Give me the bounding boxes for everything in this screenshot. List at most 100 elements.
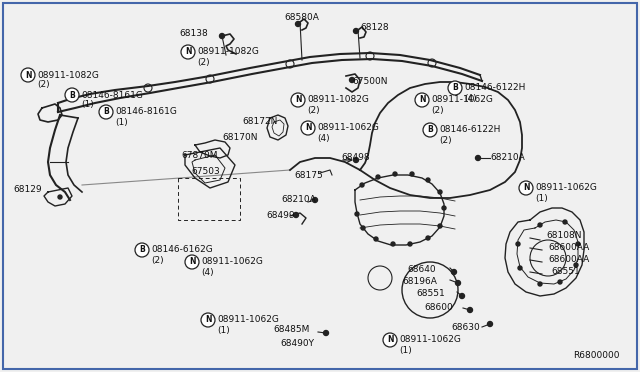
Text: 68170N: 68170N <box>223 134 258 142</box>
Circle shape <box>538 223 542 227</box>
Circle shape <box>516 242 520 246</box>
Circle shape <box>442 206 446 210</box>
Circle shape <box>563 220 567 224</box>
Text: 67503: 67503 <box>191 167 220 176</box>
Circle shape <box>181 45 195 59</box>
Text: (2): (2) <box>151 256 164 264</box>
Text: (2): (2) <box>197 58 210 67</box>
Text: B: B <box>427 125 433 135</box>
Text: (2): (2) <box>439 135 452 144</box>
Text: (1): (1) <box>535 193 548 202</box>
Circle shape <box>456 280 461 285</box>
Text: 08911-1082G: 08911-1082G <box>197 48 259 57</box>
Text: 08146-8161G: 08146-8161G <box>81 90 143 99</box>
Circle shape <box>360 183 364 187</box>
Circle shape <box>467 308 472 312</box>
Circle shape <box>135 243 149 257</box>
Circle shape <box>426 178 430 182</box>
Circle shape <box>353 29 358 33</box>
Circle shape <box>519 181 533 195</box>
Circle shape <box>476 155 481 160</box>
Circle shape <box>349 77 355 83</box>
Text: 08911-1062G: 08911-1062G <box>399 336 461 344</box>
Text: B: B <box>103 108 109 116</box>
Circle shape <box>291 93 305 107</box>
Text: R6800000: R6800000 <box>573 350 620 359</box>
Text: 08911-1062G: 08911-1062G <box>535 183 597 192</box>
Text: (1): (1) <box>217 326 230 334</box>
Text: (4): (4) <box>317 134 330 142</box>
Text: B: B <box>452 83 458 93</box>
Text: (2): (2) <box>307 106 319 115</box>
Text: 68551: 68551 <box>551 267 580 276</box>
Circle shape <box>220 33 225 38</box>
Text: (1): (1) <box>399 346 412 355</box>
Text: 68640: 68640 <box>408 266 436 275</box>
Text: B: B <box>139 246 145 254</box>
Text: 68498: 68498 <box>341 153 370 161</box>
Text: N: N <box>387 336 393 344</box>
Circle shape <box>391 242 395 246</box>
Circle shape <box>438 224 442 228</box>
Text: 68490Y: 68490Y <box>280 340 314 349</box>
Text: N: N <box>305 124 311 132</box>
Circle shape <box>58 195 62 199</box>
Circle shape <box>558 280 562 284</box>
Text: (2): (2) <box>37 80 50 90</box>
Text: (1): (1) <box>81 100 93 109</box>
Circle shape <box>448 81 462 95</box>
Text: 68600AA: 68600AA <box>548 244 589 253</box>
Circle shape <box>361 226 365 230</box>
Circle shape <box>294 212 298 218</box>
Text: 67870M: 67870M <box>182 151 218 160</box>
Text: 68210A: 68210A <box>490 153 525 161</box>
Text: 08146-6122H: 08146-6122H <box>439 125 500 135</box>
Text: 67500N: 67500N <box>352 77 387 87</box>
Text: N: N <box>185 48 191 57</box>
Circle shape <box>410 172 414 176</box>
Circle shape <box>423 123 437 137</box>
Text: B: B <box>69 90 75 99</box>
Circle shape <box>296 22 301 26</box>
Text: 08146-6162G: 08146-6162G <box>151 246 212 254</box>
Circle shape <box>415 93 429 107</box>
Text: 68108N: 68108N <box>546 231 582 240</box>
Circle shape <box>65 88 79 102</box>
Text: 08911-1082G: 08911-1082G <box>307 96 369 105</box>
Circle shape <box>312 198 317 202</box>
Circle shape <box>488 321 493 327</box>
Text: (4): (4) <box>201 267 214 276</box>
Text: 68600AA: 68600AA <box>548 256 589 264</box>
Text: (1): (1) <box>115 118 128 126</box>
Text: 68499: 68499 <box>266 211 295 219</box>
Circle shape <box>323 330 328 336</box>
Text: 68551: 68551 <box>416 289 445 298</box>
Text: 68138: 68138 <box>179 29 208 38</box>
Circle shape <box>353 157 358 163</box>
Circle shape <box>383 333 397 347</box>
Circle shape <box>451 269 456 275</box>
Text: 68600: 68600 <box>424 304 453 312</box>
Text: (4): (4) <box>464 93 477 103</box>
Circle shape <box>460 294 465 298</box>
Text: (2): (2) <box>431 106 444 115</box>
Circle shape <box>21 68 35 82</box>
Text: N: N <box>523 183 529 192</box>
Circle shape <box>518 266 522 270</box>
Text: N: N <box>205 315 211 324</box>
Text: N: N <box>25 71 31 80</box>
Text: 08911-1082G: 08911-1082G <box>37 71 99 80</box>
Text: 68210A: 68210A <box>281 196 316 205</box>
Text: 68175: 68175 <box>294 170 323 180</box>
Text: 08911-1062G: 08911-1062G <box>431 96 493 105</box>
Circle shape <box>576 242 580 246</box>
Text: N: N <box>189 257 195 266</box>
Circle shape <box>99 105 113 119</box>
Circle shape <box>185 255 199 269</box>
Circle shape <box>574 263 578 267</box>
Circle shape <box>393 172 397 176</box>
Circle shape <box>355 212 359 216</box>
Circle shape <box>301 121 315 135</box>
Circle shape <box>408 242 412 246</box>
Circle shape <box>201 313 215 327</box>
